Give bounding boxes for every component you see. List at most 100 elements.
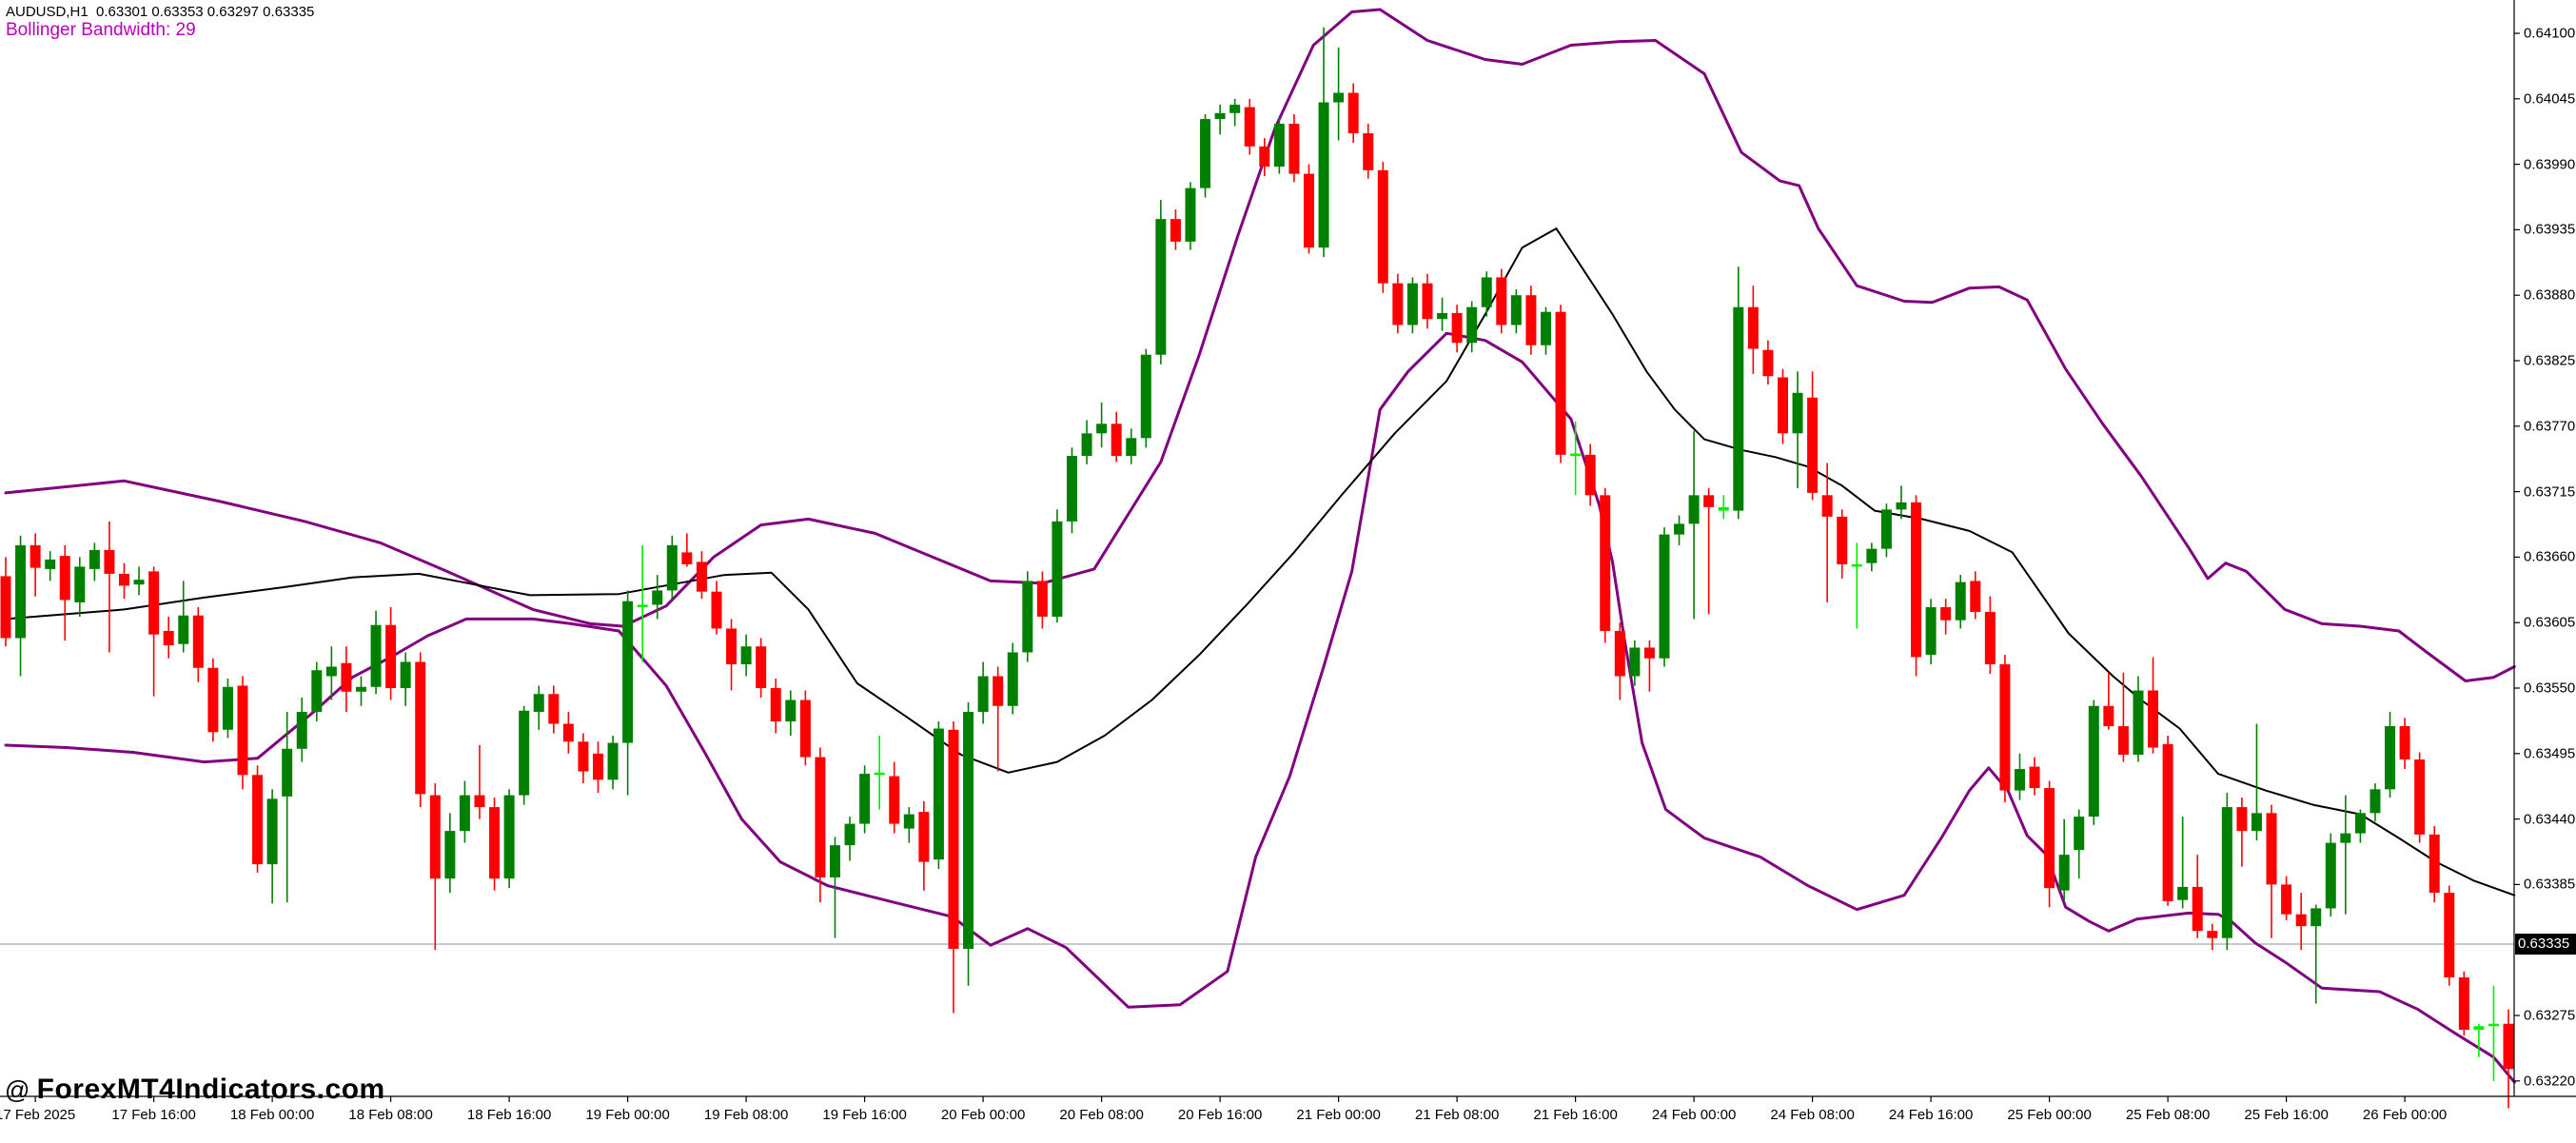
time-axis-label: 24 Feb 00:00 bbox=[1651, 1107, 1737, 1123]
candle-body bbox=[1363, 133, 1374, 170]
candle-body bbox=[1481, 277, 1492, 307]
candle-body bbox=[1437, 312, 1448, 320]
candle-body bbox=[2370, 789, 2381, 814]
candle-body bbox=[45, 559, 56, 569]
candle-body bbox=[2281, 884, 2292, 915]
price-axis-label: 0.63715 bbox=[2524, 483, 2576, 501]
candle-body bbox=[844, 823, 855, 846]
candle-body bbox=[740, 646, 752, 664]
candle-body bbox=[815, 757, 826, 877]
watermark-text: ForexMT4Indicators.com bbox=[36, 1074, 385, 1105]
candle-body bbox=[1866, 548, 1878, 563]
candle-body bbox=[1229, 105, 1241, 113]
candle-body bbox=[1643, 647, 1655, 659]
candle-body bbox=[859, 774, 871, 824]
candle-body bbox=[1392, 283, 1404, 325]
candle-body bbox=[1066, 456, 1077, 522]
time-axis-label: 17 Feb 2025 bbox=[0, 1107, 76, 1123]
candle-body bbox=[1821, 495, 1833, 517]
candle-body bbox=[222, 686, 233, 730]
time-axis-label: 25 Feb 08:00 bbox=[2125, 1107, 2211, 1123]
price-axis-label: 0.63495 bbox=[2524, 745, 2576, 762]
candle-body bbox=[2399, 726, 2410, 760]
candle-body bbox=[963, 712, 974, 949]
candle-body bbox=[726, 628, 737, 664]
candle-body bbox=[1111, 424, 1122, 457]
candle-body bbox=[2103, 705, 2114, 727]
candle-body bbox=[799, 700, 811, 758]
time-axis-label: 21 Feb 00:00 bbox=[1296, 1107, 1381, 1123]
candle-body bbox=[1970, 581, 1981, 612]
candle-body bbox=[1629, 647, 1641, 677]
candle-body bbox=[237, 685, 248, 776]
candle-body bbox=[1096, 424, 1108, 434]
price-axis-label: 0.63385 bbox=[2524, 876, 2576, 893]
candle-body bbox=[1200, 119, 1211, 188]
candle-body bbox=[533, 694, 544, 713]
candle-body bbox=[1496, 277, 1507, 325]
candle-body bbox=[74, 566, 86, 602]
moving-average-line bbox=[5, 227, 2516, 897]
candle-body bbox=[1525, 295, 1537, 345]
candle-body bbox=[1036, 581, 1048, 617]
price-axis-label: 0.63770 bbox=[2524, 418, 2576, 435]
symbol-ohlc-title: AUDUSD,H1 0.63301 0.63353 0.63297 0.6333… bbox=[6, 4, 315, 20]
candle-body bbox=[1214, 112, 1226, 120]
candle-body bbox=[1880, 509, 1892, 549]
candle-body bbox=[977, 676, 989, 713]
candle-body bbox=[637, 604, 648, 607]
candle-body bbox=[696, 562, 707, 592]
candle-body bbox=[519, 710, 530, 796]
candle-body bbox=[1614, 630, 1625, 677]
candle-body bbox=[1333, 92, 1345, 103]
candle-body bbox=[2295, 914, 2307, 927]
candle-body bbox=[2251, 813, 2262, 832]
time-axis-label: 18 Feb 00:00 bbox=[229, 1107, 315, 1123]
price-axis-label: 0.64045 bbox=[2524, 90, 2576, 108]
candle-body bbox=[2162, 743, 2173, 901]
candle-body bbox=[1555, 311, 1566, 455]
candle-body bbox=[2014, 769, 2025, 791]
price-axis-label: 0.63605 bbox=[2524, 614, 2576, 631]
candle-body bbox=[1126, 438, 1137, 457]
watermark: @ ForexMT4Indicators.com bbox=[5, 1074, 385, 1106]
price-axis-label: 0.63275 bbox=[2524, 1007, 2576, 1024]
candle-body bbox=[88, 549, 100, 569]
price-axis-label: 0.63440 bbox=[2524, 811, 2576, 828]
candle-body bbox=[652, 590, 663, 605]
candle-body bbox=[2266, 813, 2277, 885]
candle-body bbox=[592, 753, 603, 780]
candle-body bbox=[607, 742, 619, 780]
candle-body bbox=[282, 748, 293, 797]
time-axis-label: 20 Feb 08:00 bbox=[1059, 1107, 1144, 1123]
candle-body bbox=[1777, 377, 1788, 434]
candle-body bbox=[1140, 354, 1151, 439]
bollinger-upper-band bbox=[4, 8, 2516, 682]
candle-body bbox=[2192, 886, 2203, 932]
candle-body bbox=[874, 772, 885, 776]
candle-body bbox=[1570, 453, 1582, 457]
watermark-at-symbol: @ bbox=[5, 1075, 37, 1104]
candle-body bbox=[785, 700, 796, 722]
candle-body bbox=[1600, 495, 1611, 631]
candle-body bbox=[1703, 495, 1715, 507]
candle-body bbox=[192, 615, 204, 668]
candle-body bbox=[1466, 306, 1478, 344]
candle-body bbox=[385, 624, 397, 688]
candle-body bbox=[2029, 766, 2040, 789]
candle-body bbox=[415, 661, 426, 795]
candle-body bbox=[1318, 102, 1329, 248]
candle-body bbox=[1896, 502, 1907, 510]
price-axis-label: 0.63935 bbox=[2524, 221, 2576, 238]
candle-body bbox=[578, 741, 589, 772]
candle-body bbox=[163, 630, 174, 645]
candle-body bbox=[903, 814, 914, 829]
candle-body bbox=[355, 686, 366, 692]
price-axis-label: 0.63220 bbox=[2524, 1073, 2576, 1090]
candle-body bbox=[325, 666, 337, 677]
candle-body bbox=[1955, 581, 1966, 621]
candle-body bbox=[2488, 1023, 2499, 1027]
candle-body bbox=[15, 544, 27, 639]
